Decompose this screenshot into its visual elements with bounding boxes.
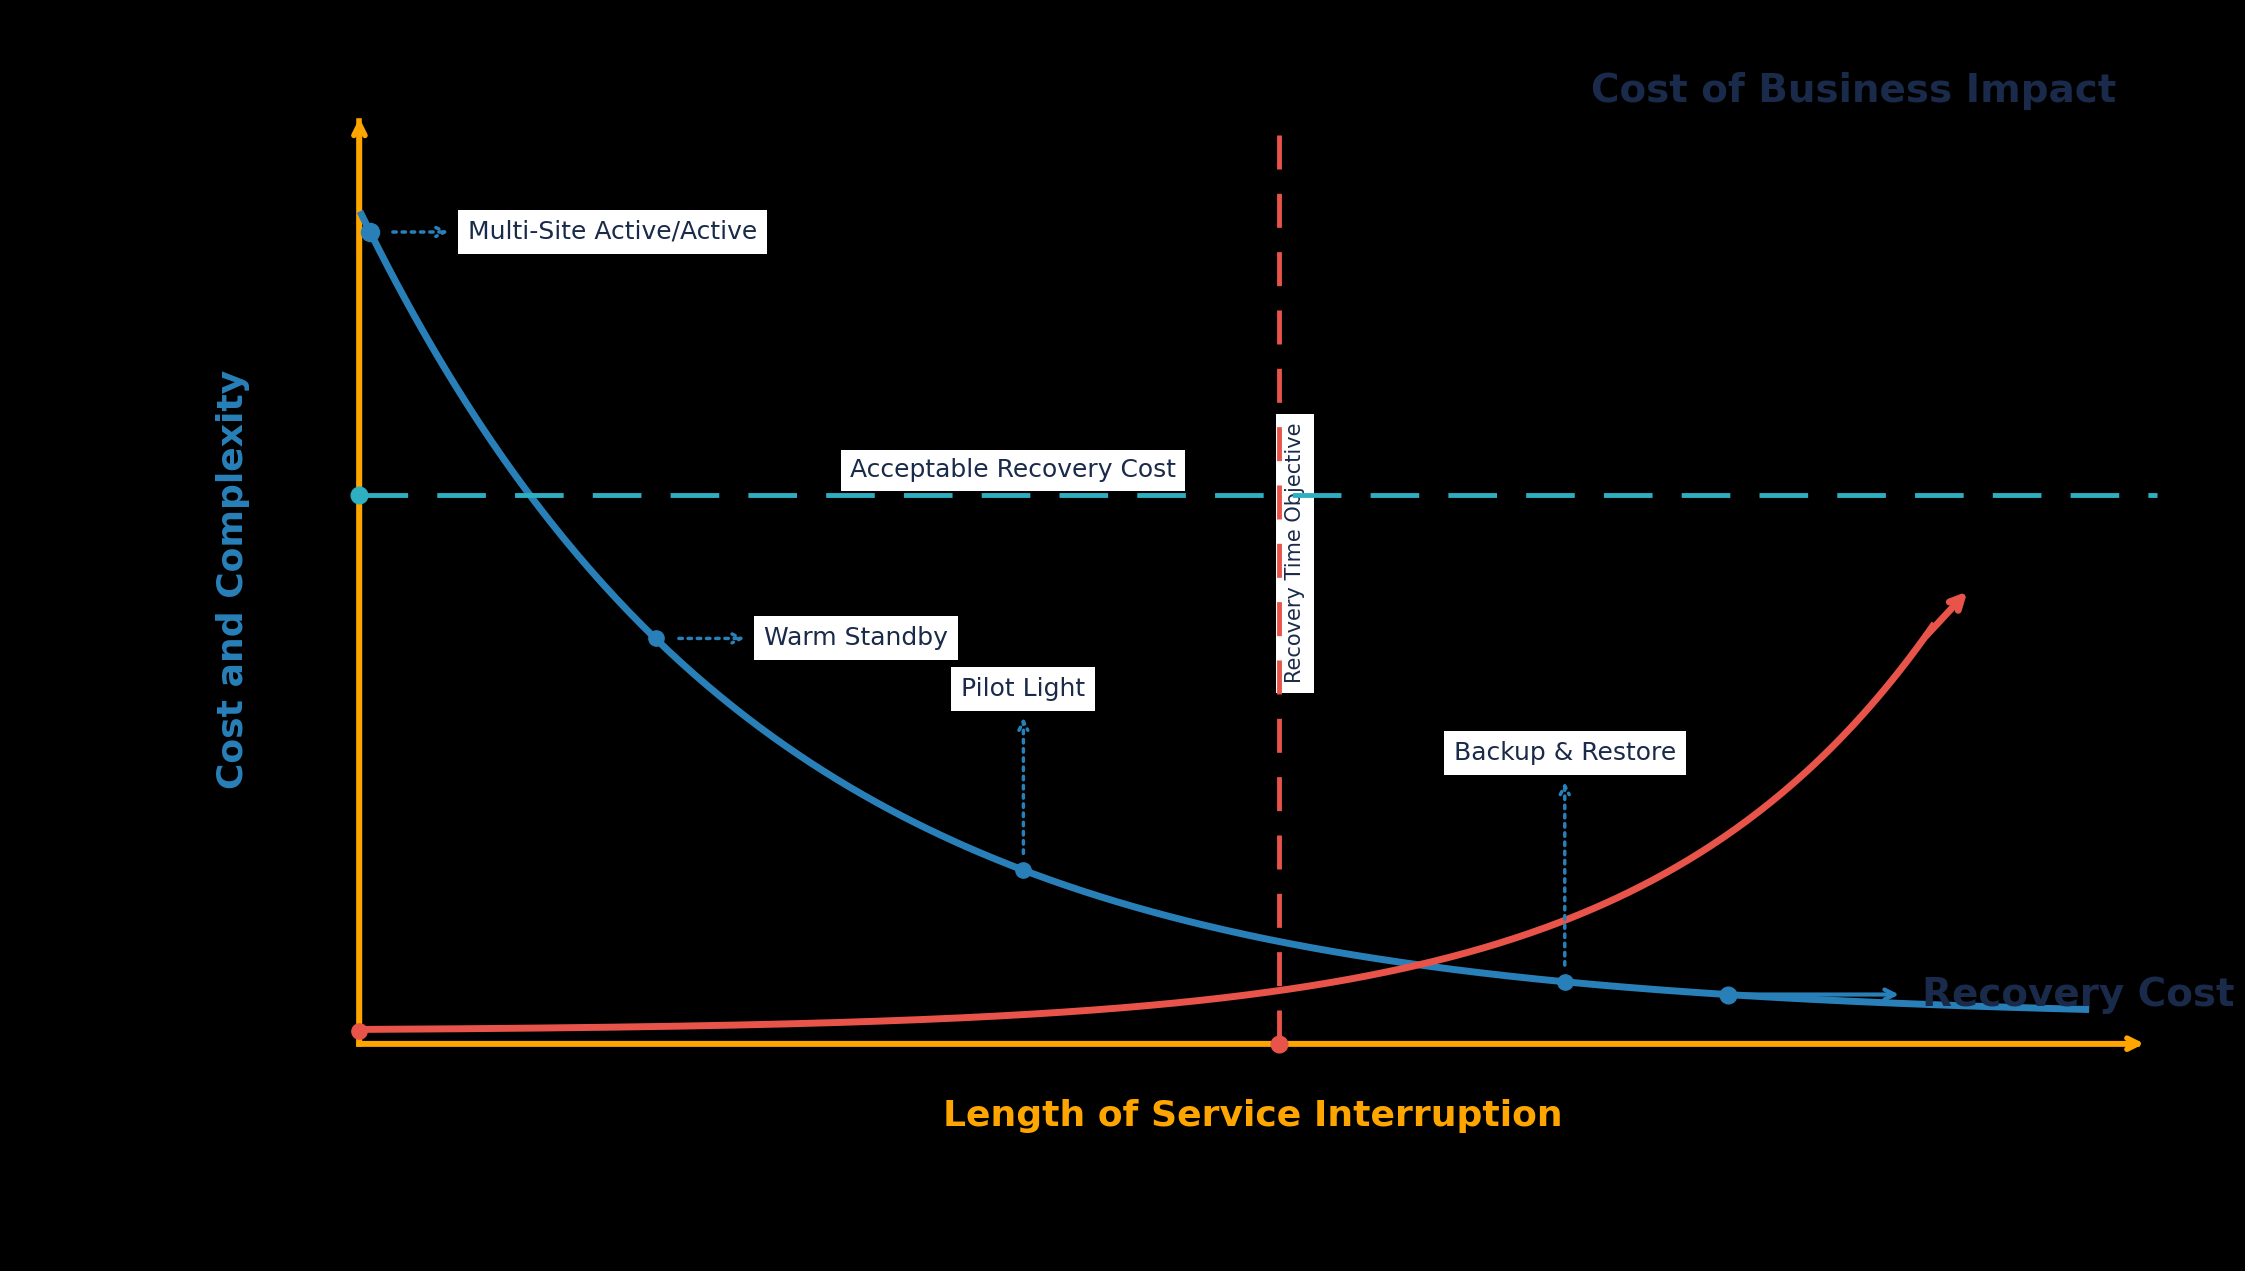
Text: Length of Service Interruption: Length of Service Interruption bbox=[943, 1098, 1563, 1132]
Text: Backup & Restore: Backup & Restore bbox=[1455, 741, 1675, 765]
Text: Acceptable Recovery Cost: Acceptable Recovery Cost bbox=[851, 459, 1176, 483]
Text: Multi-Site Active/Active: Multi-Site Active/Active bbox=[467, 220, 757, 244]
Text: Warm Standby: Warm Standby bbox=[763, 627, 947, 651]
Text: Recovery Cost: Recovery Cost bbox=[1922, 976, 2234, 1013]
Text: Pilot Light: Pilot Light bbox=[961, 677, 1084, 702]
Text: Cost of Business Impact: Cost of Business Impact bbox=[1592, 72, 2117, 111]
Text: Recovery Time Objective: Recovery Time Objective bbox=[1284, 423, 1304, 684]
Text: Cost and Complexity: Cost and Complexity bbox=[216, 370, 249, 789]
